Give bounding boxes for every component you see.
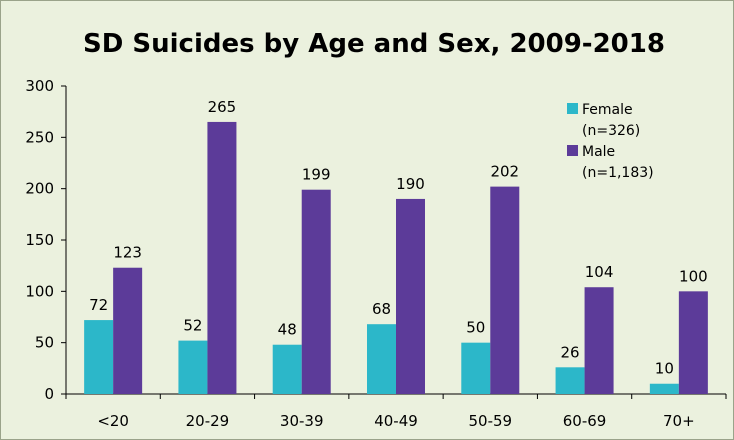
bar-female xyxy=(178,340,208,394)
x-tick-label: 50-59 xyxy=(468,412,512,430)
legend-label-male: Male xyxy=(582,144,615,160)
x-axis: <20 20-29 30-39 40-49 50-59 60-69 70+ xyxy=(65,393,727,430)
x-tick-label: <20 xyxy=(97,412,129,430)
bar-female xyxy=(555,367,585,394)
bar-male xyxy=(490,186,520,394)
data-label-male: 123 xyxy=(113,244,142,262)
bar-male xyxy=(678,291,708,394)
y-tick-label: 200 xyxy=(25,180,54,198)
y-tick-label: 0 xyxy=(44,385,54,403)
x-tick-label: 70+ xyxy=(663,412,695,430)
data-label-female: 26 xyxy=(561,343,580,361)
x-tick-label: 30-39 xyxy=(280,412,324,430)
data-label-female: 72 xyxy=(89,296,108,314)
x-tick-label: 40-49 xyxy=(374,412,418,430)
data-label-male: 265 xyxy=(208,98,237,116)
legend-label-female: (n=326) xyxy=(582,123,640,139)
x-tick-label: 60-69 xyxy=(563,412,607,430)
data-label-male: 190 xyxy=(396,175,425,193)
data-label-female: 52 xyxy=(183,317,202,335)
bar-female xyxy=(649,383,679,394)
bar-male xyxy=(301,189,331,394)
data-label-female: 48 xyxy=(278,321,297,339)
data-label-male: 199 xyxy=(302,166,331,184)
y-tick-label: 100 xyxy=(25,282,54,300)
y-tick-label: 250 xyxy=(25,128,54,146)
data-labels: 72 52 48 68 50 26 10 123 265 199 190 202 104 100 xyxy=(89,98,708,378)
y-axis: 0 50 100 150 200 250 300 xyxy=(25,77,67,403)
bar-male xyxy=(396,198,425,394)
bar-female xyxy=(272,344,302,394)
x-tick-label: 20-29 xyxy=(186,412,230,430)
legend-label-male: (n=1,183) xyxy=(582,165,654,181)
data-label-male: 104 xyxy=(585,263,614,281)
bar-male xyxy=(113,267,143,394)
legend-swatch-female xyxy=(567,103,578,114)
bar-male xyxy=(584,287,614,394)
bar-female xyxy=(367,324,396,394)
data-label-female: 68 xyxy=(372,300,391,318)
data-label-female: 50 xyxy=(466,319,485,337)
chart-title: SD Suicides by Age and Sex, 2009-2018 xyxy=(83,29,665,59)
legend: Female (n=326) Male (n=1,183) xyxy=(567,102,654,181)
bar-male xyxy=(207,121,237,394)
bar-female xyxy=(461,342,491,394)
bar-female xyxy=(84,320,114,394)
y-tick-label: 50 xyxy=(35,334,54,352)
data-label-male: 202 xyxy=(490,163,519,181)
bars xyxy=(84,121,708,394)
y-tick-label: 300 xyxy=(25,77,54,95)
legend-swatch-male xyxy=(567,145,578,156)
data-label-female: 10 xyxy=(655,360,674,378)
y-tick-label: 150 xyxy=(25,231,54,249)
legend-label-female: Female xyxy=(582,102,633,118)
data-label-male: 100 xyxy=(679,267,708,285)
